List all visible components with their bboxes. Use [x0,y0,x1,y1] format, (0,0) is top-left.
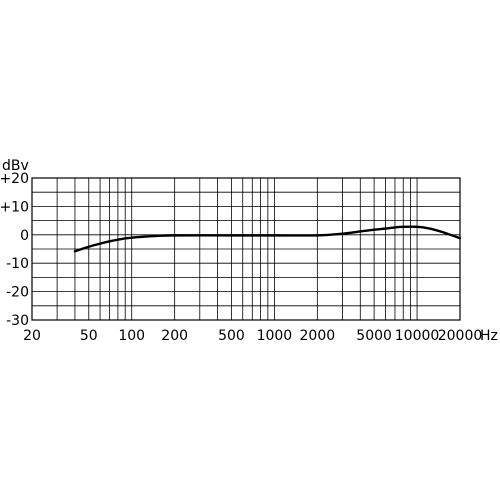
x-tick-label: 500 [218,328,245,344]
y-tick-label: -10 [6,256,29,272]
y-tick-label: 0 [20,228,29,244]
x-tick-label: 20 [23,328,41,344]
y-axis-ticks: +20 +10 0 -10 -20 -30 [0,171,29,329]
x-tick-label: 200 [161,328,188,344]
x-tick-label: 50 [80,328,98,344]
x-tick-label: 10000 [395,328,440,344]
x-tick-label: 1000 [257,328,293,344]
response-curve [73,225,462,253]
x-tick-label: 2000 [300,328,336,344]
plot-frame [31,177,461,321]
x-axis-unit: Hz [480,328,498,344]
x-tick-label: 5000 [356,328,392,344]
y-tick-label: -20 [6,285,29,301]
y-tick-label: -30 [6,313,29,329]
grid [31,177,461,321]
y-axis-label: dBv [2,158,29,174]
y-tick-label: +20 [0,171,29,187]
x-tick-label: 100 [118,328,145,344]
x-tick-label: 20000 [438,328,483,344]
y-tick-label: +10 [0,199,29,215]
